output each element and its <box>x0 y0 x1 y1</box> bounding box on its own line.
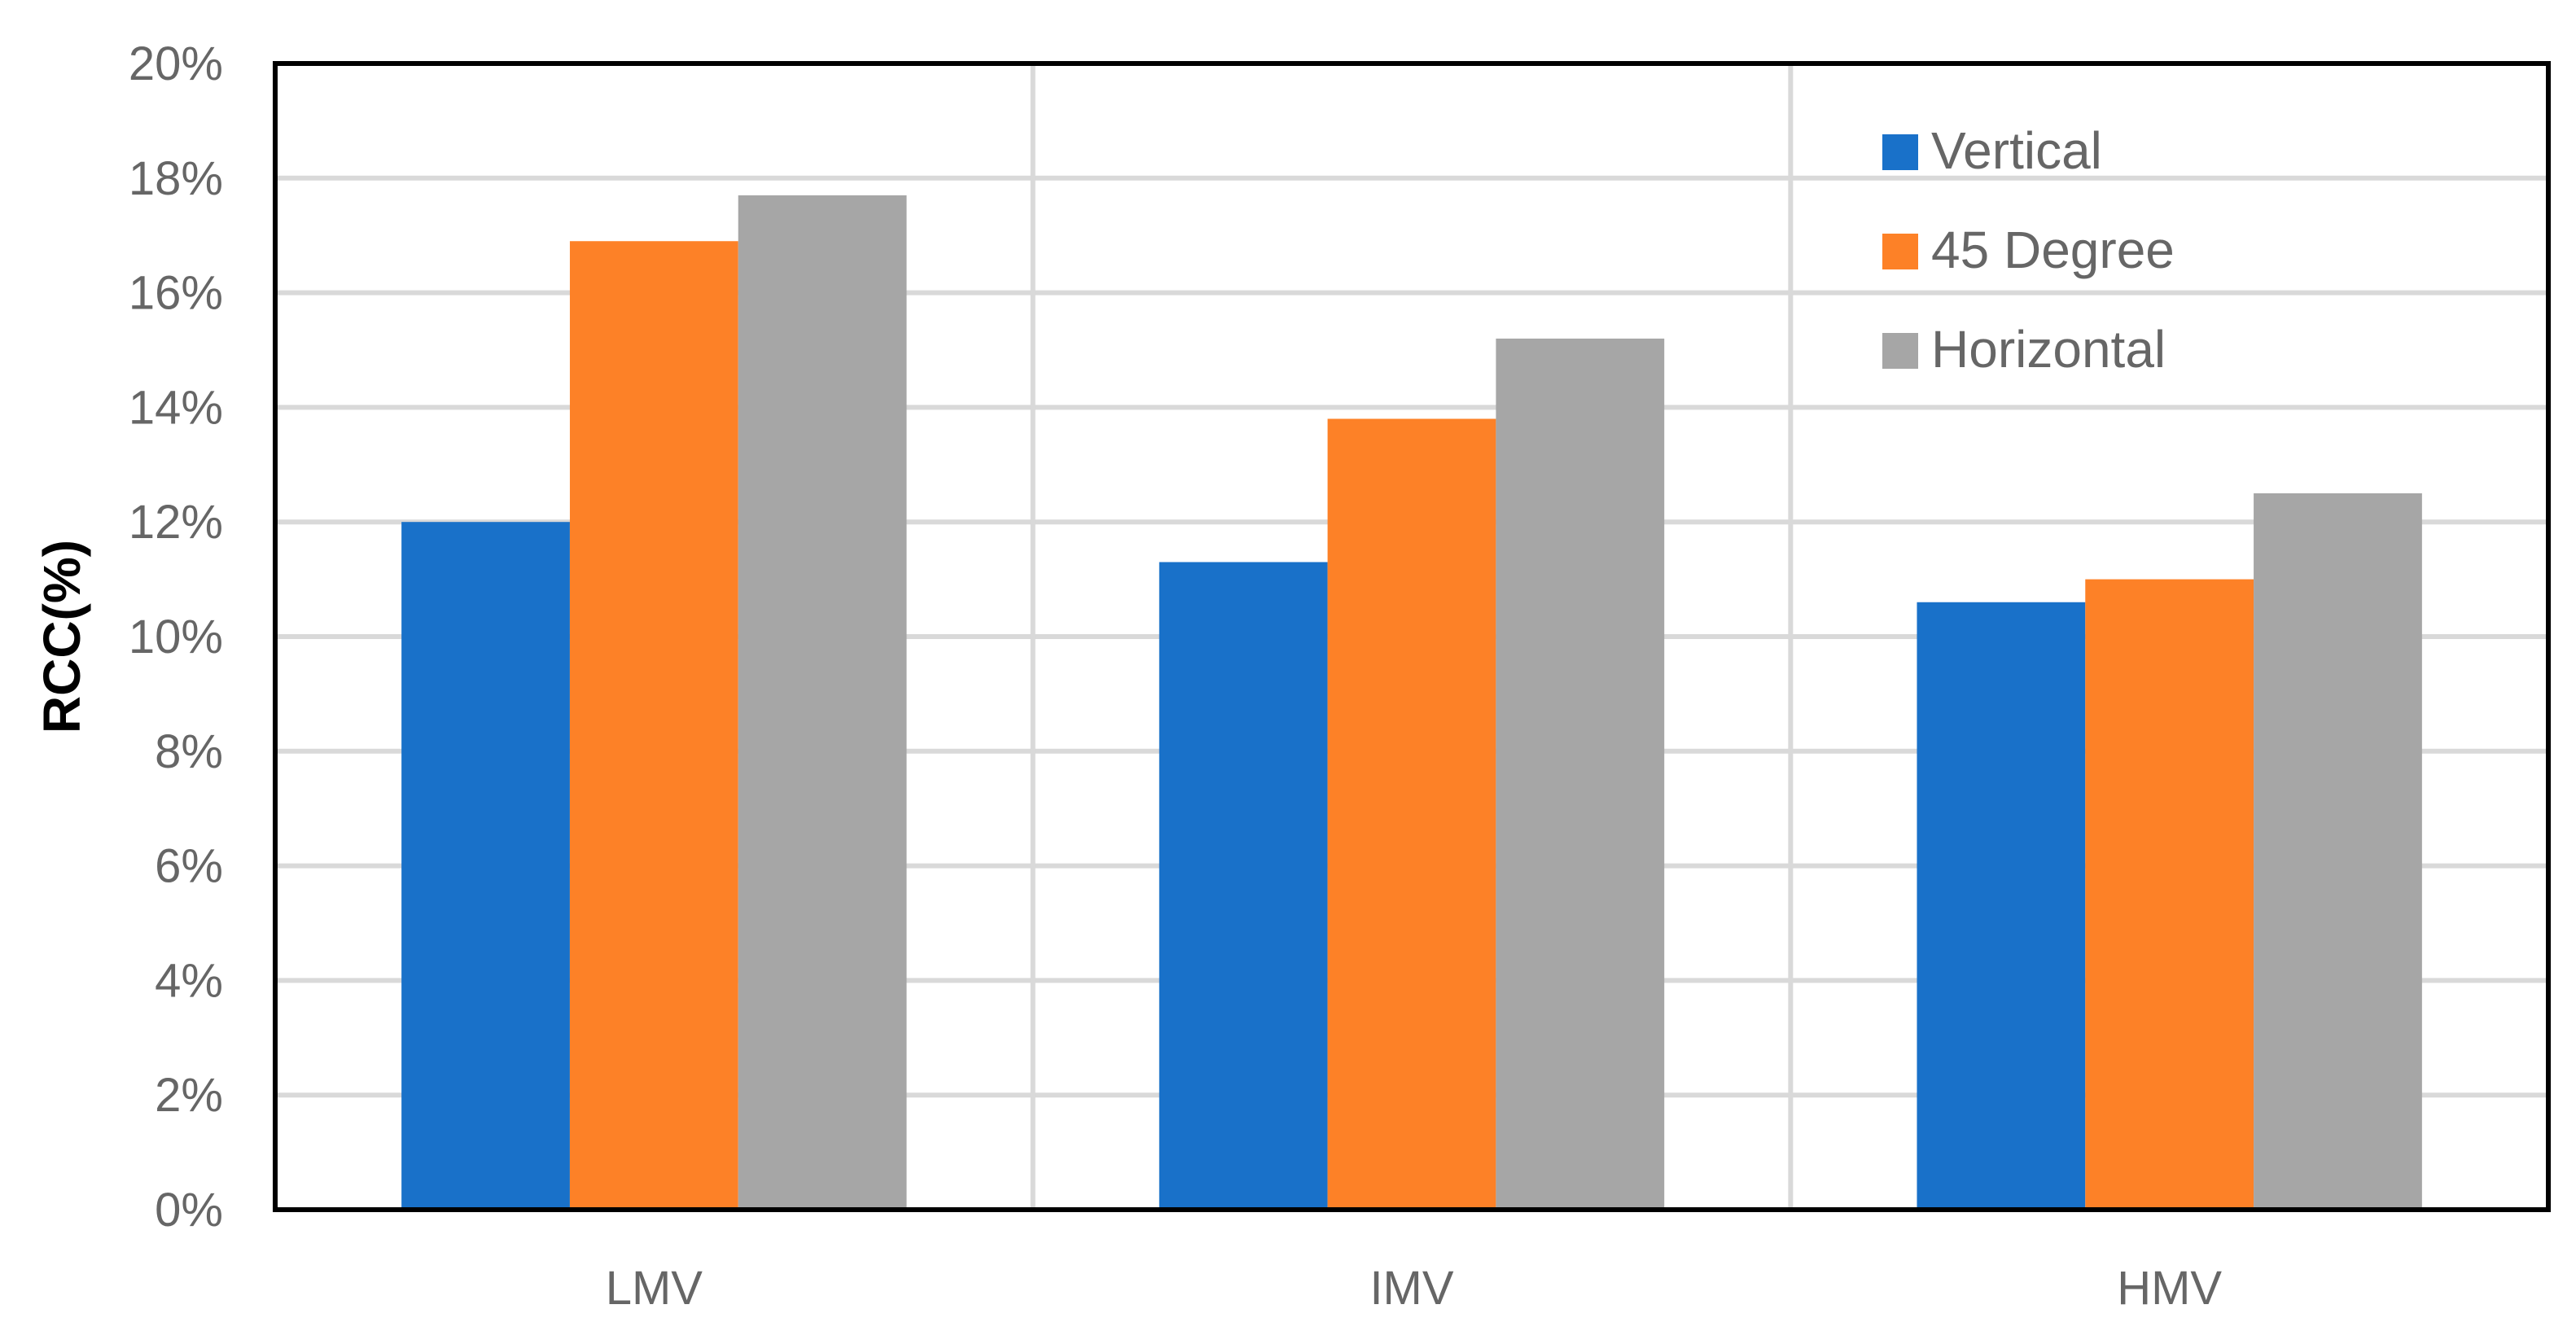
bar-horizontal-imv <box>1496 338 1665 1210</box>
bar-horizontal-hmv <box>2254 493 2422 1210</box>
y-tick-label: 18% <box>129 152 223 205</box>
legend-swatch <box>1882 134 1918 170</box>
legend-label: Horizontal <box>1931 320 2166 379</box>
bar-45-degree-imv <box>1327 418 1496 1210</box>
plot-frame <box>273 61 2551 1212</box>
y-axis-title: RCC(%) <box>33 540 91 733</box>
bar-vertical-imv <box>1159 562 1328 1210</box>
x-axis-categories: LMV IMV HMV <box>606 1262 2223 1315</box>
bar-45-degree-hmv <box>2085 579 2254 1210</box>
y-tick-label: 0% <box>155 1184 223 1237</box>
y-tick-label: 10% <box>129 611 223 663</box>
y-axis-ticks: 0% 2% 4% 6% 8% 10% 12% 14% 16% 18% 20% <box>129 37 223 1237</box>
legend-label: 45 Degree <box>1931 221 2175 279</box>
y-tick-label: 12% <box>129 496 223 549</box>
legend-swatch <box>1882 234 1918 269</box>
y-tick-label: 6% <box>155 840 223 893</box>
y-tick-label: 8% <box>155 725 223 778</box>
bar-vertical-lmv <box>401 522 570 1210</box>
bar-vertical-hmv <box>1917 602 2086 1210</box>
legend-swatch <box>1882 333 1918 369</box>
x-category-label: LMV <box>606 1262 703 1315</box>
bar-45-degree-lmv <box>569 241 738 1210</box>
legend-label: Vertical <box>1931 121 2102 180</box>
y-tick-label: 16% <box>129 267 223 320</box>
x-category-label: IMV <box>1369 1262 1453 1315</box>
x-category-label: HMV <box>2117 1262 2222 1315</box>
bars <box>401 195 2422 1210</box>
legend: Vertical 45 Degree Horizontal <box>1882 121 2175 379</box>
y-tick-label: 2% <box>155 1069 223 1122</box>
y-tick-label: 4% <box>155 954 223 1007</box>
y-tick-label: 14% <box>129 381 223 434</box>
y-tick-label: 20% <box>129 37 223 90</box>
bar-horizontal-lmv <box>738 195 907 1210</box>
